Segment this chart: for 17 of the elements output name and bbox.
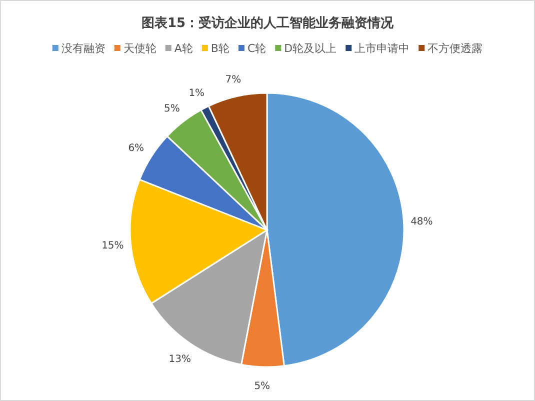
legend-label: C轮	[247, 42, 266, 55]
data-label: 48%	[410, 216, 433, 228]
legend-label: 上市申请中	[354, 42, 410, 55]
data-label: 1%	[188, 88, 205, 99]
data-label: 15%	[102, 240, 124, 252]
data-label: 13%	[168, 354, 191, 366]
data-label: 5%	[254, 380, 270, 392]
legend-label: 没有融资	[61, 42, 106, 55]
legend-label: D轮及以上	[284, 42, 337, 55]
legend-label: 天使轮	[123, 42, 156, 55]
chart-title: 图表15：受访企业的人工智能业务融资情况	[141, 15, 395, 31]
legend-label: 不方便透露	[428, 42, 483, 55]
data-label: 5%	[164, 104, 180, 115]
legend-label: B轮	[210, 42, 230, 55]
data-label: 7%	[225, 74, 242, 86]
legend-label: A轮	[174, 42, 193, 55]
data-label: 6%	[128, 142, 144, 154]
